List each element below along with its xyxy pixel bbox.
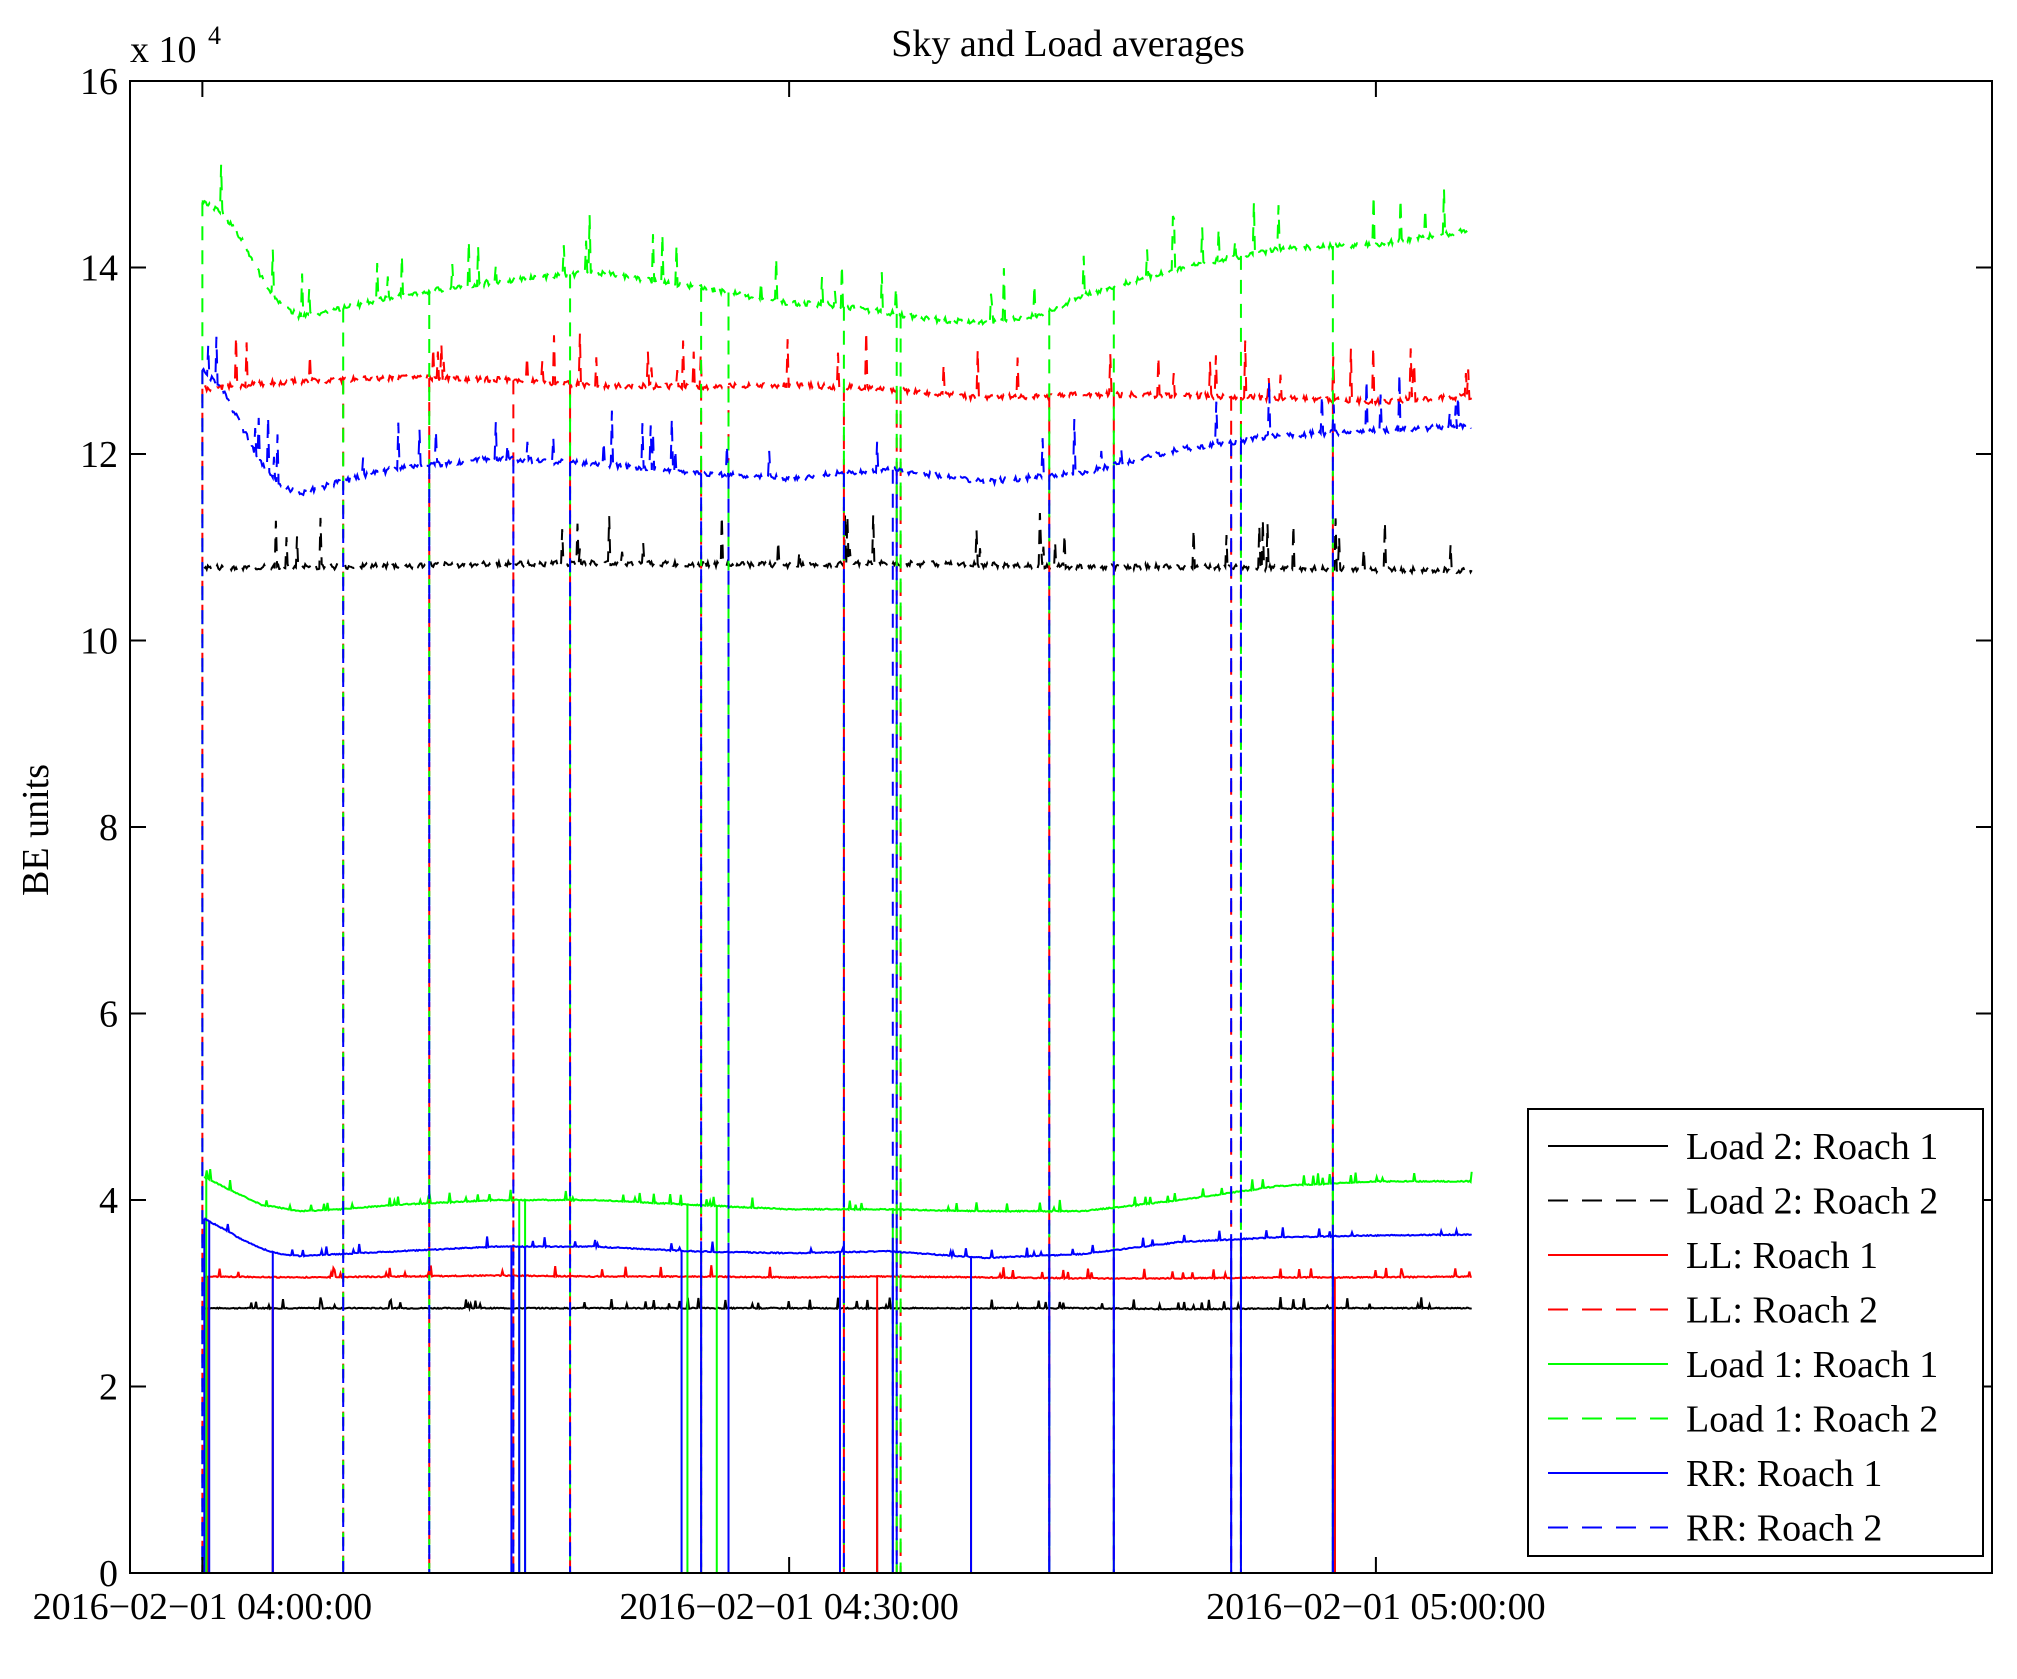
series-line [204,1217,1472,1260]
y-axis-exponent-base: x 10 [130,29,197,71]
series-layer [201,164,1473,1573]
y-tick-label: 2 [99,1367,118,1409]
legend-label: RR: Roach 2 [1686,1508,1882,1550]
y-tick-label: 8 [99,807,118,849]
axes: 0 2 4 6 8 10 12 14 16 2016−02−01 04:00:00 2016−02−… [33,61,1993,1628]
legend-item: Load 1: Roach 2 [1548,1399,1938,1441]
series-line [201,336,1472,497]
x-tick-label: 2016−02−01 04:00:00 [33,1586,372,1628]
y-tick-label: 14 [80,248,118,290]
legend-item: LL: Roach 1 [1548,1235,1878,1277]
series-line [203,1168,1473,1214]
series-rr-roach-2 [201,336,1472,1573]
y-axis-label: BE units [15,764,57,896]
y-tick-label: 12 [80,434,118,476]
y-axis-exponent-power: 4 [208,21,221,50]
legend-label: LL: Roach 1 [1686,1235,1878,1277]
series-line [201,164,1472,329]
legend-item: RR: Roach 1 [1548,1453,1882,1495]
x-tick-label: 2016−02−01 05:00:00 [1206,1586,1545,1628]
legend-item: Load 1: Roach 1 [1548,1344,1938,1386]
legend-label: LL: Roach 2 [1686,1290,1878,1332]
series-load-2-roach-2 [203,512,1473,576]
legend-label: Load 2: Roach 2 [1686,1181,1938,1223]
y-tick-label: 10 [80,621,118,663]
series-line [203,1296,1472,1313]
legend-item: Load 2: Roach 2 [1548,1181,1938,1223]
legend-box [1527,1108,1984,1557]
legend-label: Load 1: Roach 1 [1686,1344,1938,1386]
y-tick-label: 16 [80,61,118,103]
legend-item: RR: Roach 2 [1548,1508,1882,1550]
legend-label: RR: Roach 1 [1686,1453,1882,1495]
y-axis-exponent: x 10 4 [130,21,221,71]
legend: Load 2: Roach 1 Load 2: Roach 2 LL: Roach … [1527,1108,1984,1557]
series-line [203,512,1473,576]
legend-item: Load 2: Roach 1 [1548,1126,1938,1168]
legend-label: Load 2: Roach 1 [1686,1126,1938,1168]
y-tick-label: 4 [99,1180,118,1222]
y-tick-label: 0 [99,1553,118,1595]
series-line [203,331,1473,408]
chart-title: Sky and Load averages [891,23,1245,65]
y-tick-label: 6 [99,994,118,1036]
series-line [204,1265,1472,1281]
legend-label: Load 1: Roach 2 [1686,1399,1938,1441]
legend-item: LL: Roach 2 [1548,1290,1878,1332]
x-tick-label: 2016−02−01 04:30:00 [619,1586,958,1628]
